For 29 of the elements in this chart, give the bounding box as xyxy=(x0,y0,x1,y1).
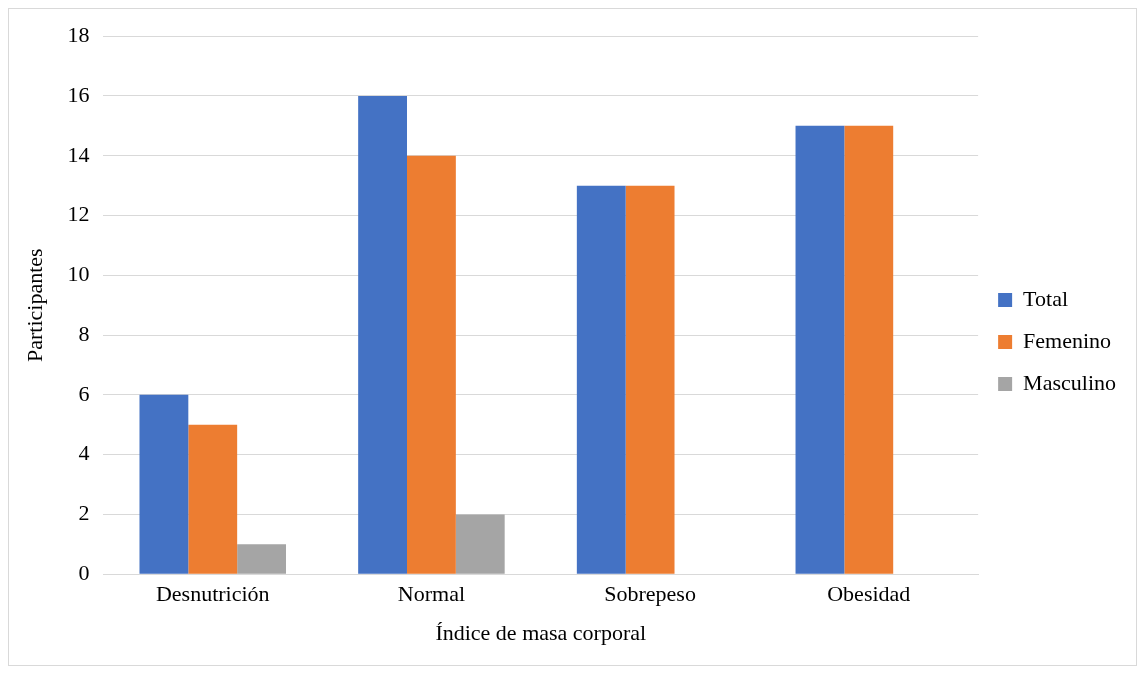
bar xyxy=(455,514,505,574)
y-tick-label: 14 xyxy=(67,141,90,167)
legend-label: Masculino xyxy=(1023,369,1117,395)
y-tick-label: 10 xyxy=(67,261,90,287)
legend-label: Total xyxy=(1023,285,1069,311)
y-tick-label: 4 xyxy=(78,440,90,466)
bar xyxy=(188,424,238,574)
bar xyxy=(795,125,845,574)
y-tick-label: 16 xyxy=(67,81,90,107)
y-axis-title: Participantes xyxy=(21,248,47,363)
x-tick-label: Sobrepeso xyxy=(604,581,696,607)
y-tick-label: 2 xyxy=(78,500,90,526)
y-tick-label: 8 xyxy=(78,320,90,346)
bar xyxy=(139,394,189,574)
x-tick-label: Obesidad xyxy=(827,581,911,607)
y-tick-label: 12 xyxy=(67,201,90,227)
bar xyxy=(407,155,456,574)
bar xyxy=(625,185,675,574)
x-tick-label: Desnutrición xyxy=(155,581,270,607)
bar xyxy=(844,125,894,574)
bar xyxy=(358,95,407,574)
bar xyxy=(576,185,626,574)
legend-label: Femenino xyxy=(1023,327,1112,353)
y-tick-label: 0 xyxy=(78,559,90,585)
bar xyxy=(237,544,286,574)
x-tick-label: Normal xyxy=(397,581,466,607)
x-axis-title: Índice de masa corporal xyxy=(435,619,647,645)
y-tick-label: 18 xyxy=(67,21,90,47)
y-tick-label: 6 xyxy=(78,380,90,406)
